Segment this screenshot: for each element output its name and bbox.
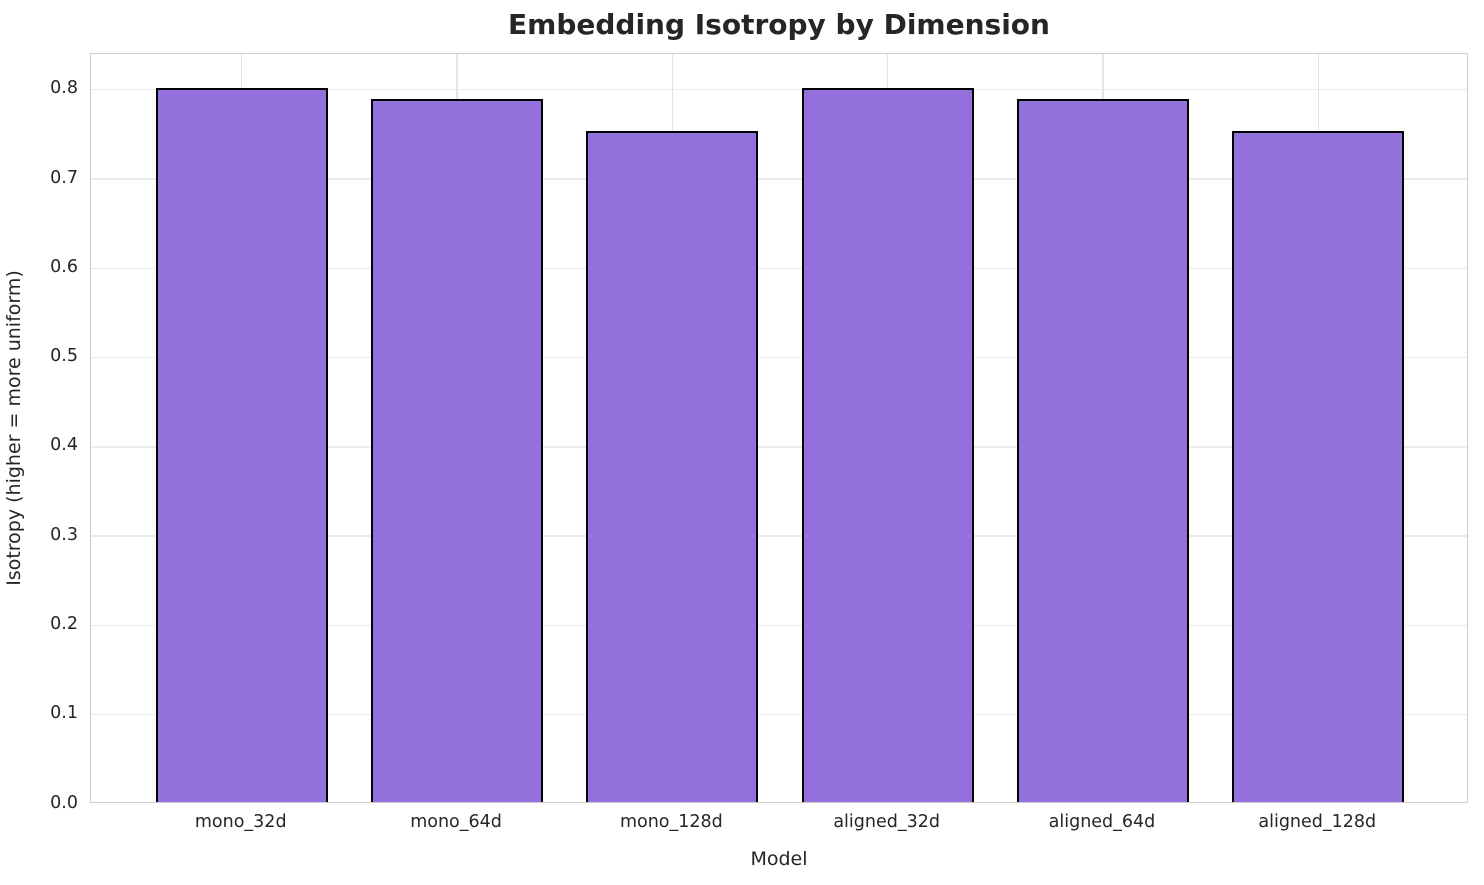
ytick-label-0.2: 0.2: [50, 613, 78, 634]
ytick-label-0.6: 0.6: [50, 256, 78, 277]
ytick-label-0.5: 0.5: [50, 346, 78, 367]
xtick-label-aligned_64d: aligned_64d: [1048, 812, 1156, 832]
ytick-label-0.1: 0.1: [50, 703, 78, 724]
bar-mono_128d: [586, 130, 759, 802]
xtick-label-mono_128d: mono_128d: [619, 812, 723, 832]
plot-area: [90, 53, 1468, 803]
bar-mono_64d: [370, 99, 544, 802]
gridline-y-0.8: [91, 89, 1467, 91]
x-axis-label: Model: [750, 848, 808, 870]
xtick-label-mono_32d: mono_32d: [194, 812, 287, 832]
bar-mono_32d: [155, 87, 328, 802]
ytick-label-0.0: 0.0: [50, 792, 78, 813]
chart-title: Embedding Isotropy by Dimension: [508, 8, 1050, 41]
gridline-y-0.6: [91, 267, 1467, 269]
xtick-label-aligned_32d: aligned_32d: [833, 812, 940, 832]
bar-aligned_32d: [801, 87, 974, 802]
xtick-label-aligned_128d: aligned_128d: [1258, 812, 1377, 832]
gridline-y-0.3: [91, 535, 1467, 537]
gridline-y-0.5: [91, 356, 1467, 359]
xtick-label-mono_64d: mono_64d: [410, 812, 502, 832]
y-axis-label: Isotropy (higher = more uniform): [3, 270, 25, 586]
gridline-y-0.7: [91, 178, 1467, 180]
gridline-y-0.2: [91, 624, 1467, 627]
ytick-label-0.3: 0.3: [50, 524, 78, 545]
ytick-label-0.8: 0.8: [50, 78, 78, 99]
ytick-label-0.4: 0.4: [50, 435, 78, 456]
gridline-y-0.4: [91, 446, 1467, 448]
bar-aligned_128d: [1232, 130, 1405, 802]
bar-aligned_64d: [1016, 99, 1190, 802]
gridline-y-0.1: [91, 714, 1467, 716]
ytick-label-0.7: 0.7: [50, 167, 78, 188]
